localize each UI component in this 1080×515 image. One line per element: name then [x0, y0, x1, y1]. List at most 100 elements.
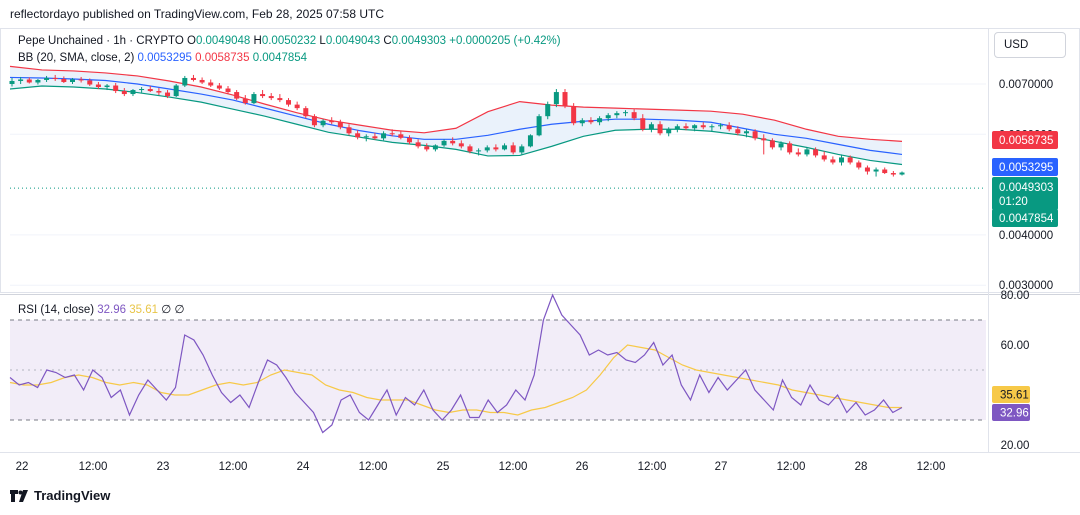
candle-body [743, 131, 749, 134]
candle-body [614, 113, 620, 116]
candle-body [251, 94, 257, 104]
time-tick-label: 12:00 [777, 461, 806, 473]
time-tick-label: 23 [157, 461, 170, 473]
candle-body [683, 126, 689, 129]
candle-body [882, 169, 888, 174]
rsi-extra-1: ∅ [161, 304, 172, 316]
candle-body [847, 157, 853, 163]
candle-body [458, 143, 464, 147]
candle-body [666, 129, 672, 134]
candle-body [268, 96, 274, 99]
open-value: 0.0049048 [195, 35, 251, 47]
candle-body [726, 125, 732, 130]
low-label: L [319, 35, 326, 47]
candle-body [156, 91, 162, 93]
candle-body [286, 100, 292, 105]
candle-body [173, 85, 179, 97]
bb-upper-value: 0.0058735 [195, 52, 250, 64]
candle-body [69, 79, 75, 82]
time-tick-label: 28 [855, 461, 868, 473]
rsi-tick-label: 20.00 [1001, 440, 1030, 452]
open-label: O [186, 35, 196, 47]
tradingview-logo: TradingView [10, 488, 110, 503]
candle-body [519, 146, 525, 153]
candle-body [562, 92, 568, 107]
close-value: 0.0049303 [391, 35, 447, 47]
candle-body [510, 145, 516, 153]
candle-body [61, 78, 67, 82]
candle-body [839, 157, 845, 163]
candle-body [648, 124, 654, 130]
candle-body [242, 98, 248, 104]
candle-body [605, 115, 611, 119]
candle-body [165, 92, 171, 97]
high-value: 0.0050232 [261, 35, 317, 47]
rsi-sma-axis-label: 35.61 [1000, 390, 1029, 402]
candle-body [622, 112, 628, 114]
candle-body [337, 122, 343, 128]
bb-label[interactable]: BB (20, SMA, close, 2) [18, 52, 135, 64]
candle-body [311, 116, 317, 126]
time-tick-label: 12:00 [499, 461, 528, 473]
time-tick-label: 24 [297, 461, 310, 473]
candle-body [182, 77, 188, 86]
tradingview-brand: TradingView [34, 488, 111, 503]
candle-body [657, 124, 663, 134]
publisher-line: reflectordayo published on TradingView.c… [10, 7, 385, 21]
candle-body [527, 135, 533, 147]
candle-body [26, 79, 32, 83]
candle-body [424, 146, 430, 150]
high-label: H [253, 35, 262, 47]
candle-body [78, 79, 84, 81]
rsi-extra-2: ∅ [174, 304, 185, 316]
currency-button[interactable]: USD [994, 32, 1066, 58]
candle-body [44, 77, 50, 80]
candle-body [890, 173, 896, 175]
candle-body [484, 147, 490, 151]
candle-body [571, 106, 577, 124]
candle-body [35, 79, 41, 83]
candle-body [216, 85, 222, 89]
basis-price-label-bg [992, 158, 1058, 176]
rsi-label[interactable]: RSI (14, close) [18, 304, 95, 316]
candle-body [18, 79, 24, 81]
rsi-label-bg [992, 404, 1030, 421]
change-value: +0.0000205 (+0.42%) [449, 35, 561, 47]
candle-body [795, 152, 801, 155]
candle-body [709, 126, 715, 128]
candle-body [536, 116, 542, 136]
candle-body [234, 92, 240, 99]
candle-body [761, 138, 767, 141]
candle-body [121, 91, 127, 95]
candle-body [873, 169, 879, 172]
candle-body [821, 155, 827, 160]
candle-body [674, 126, 680, 130]
bb-basis-line [9, 76, 903, 156]
candle-body [225, 88, 231, 93]
rsi-axis-label: 32.96 [1000, 408, 1029, 420]
close-label: C [383, 35, 392, 47]
price-pane-frame [0, 28, 1080, 293]
rsi-legend: RSI (14, close) 32.96 35.61 ∅ ∅ [18, 302, 185, 316]
candle-body [502, 145, 508, 150]
rsi-sma-label-bg [992, 386, 1030, 403]
symbol-title[interactable]: Pepe Unchained · 1h · CRYPTO [18, 35, 184, 47]
bb-upper-line [9, 65, 903, 142]
candle-body [329, 120, 335, 123]
time-tick-label: 12:00 [79, 461, 108, 473]
rsi-value: 32.96 [97, 304, 127, 316]
upper-price-label: 0.0058735 [999, 135, 1053, 147]
last-price-label: 0.0049303 [999, 182, 1053, 194]
candle-body [294, 104, 300, 109]
candle-body [493, 147, 499, 150]
lower-price-label-bg [992, 209, 1058, 227]
time-tick-label: 12:00 [219, 461, 248, 473]
bar-countdown-label: 01:20 [999, 196, 1028, 208]
candle-body [804, 149, 810, 155]
candle-body [864, 167, 870, 172]
candle-body [778, 143, 784, 148]
candle-body [95, 84, 101, 88]
candle-body [346, 127, 352, 134]
time-tick-label: 27 [715, 461, 728, 473]
